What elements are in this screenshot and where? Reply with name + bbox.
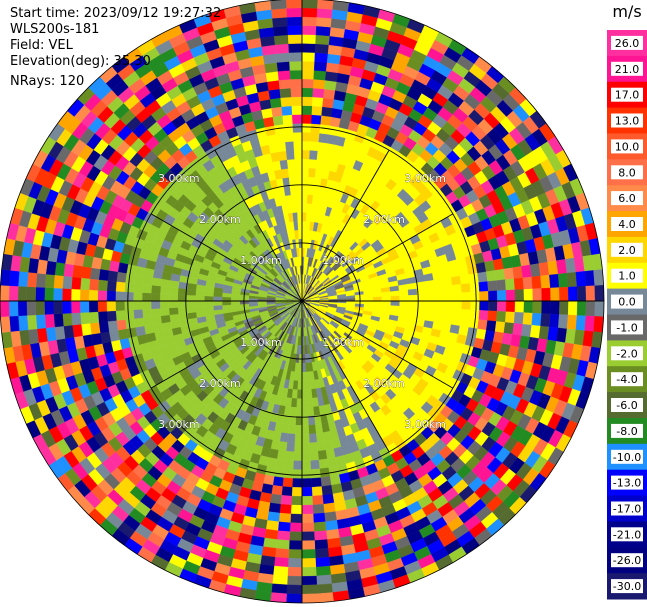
colorbar-tick-label: 13.0 [615, 115, 640, 128]
colorbar-tick-label: -1.0 [616, 321, 637, 334]
colorbar-tick-label: 0.0 [618, 296, 636, 309]
colorbar-tick-label: -10.0 [613, 451, 641, 464]
colorbar-tick-label: -8.0 [616, 425, 637, 438]
colorbar-tick-label: 21.0 [615, 63, 640, 76]
colorbar-tick-label: -13.0 [613, 477, 641, 490]
field-label: Field: VEL [10, 38, 73, 53]
colorbar-tick-label: 1.0 [618, 270, 636, 283]
colorbar-tick-label: -21.0 [613, 528, 641, 541]
colorbar-tick-label: 4.0 [618, 218, 636, 231]
nrays-label: NRays: 120 [10, 74, 85, 89]
colorbar-tick-label: -17.0 [613, 503, 641, 516]
colorbar-tick-label: -2.0 [616, 347, 637, 360]
colorbar-tick-label: 10.0 [615, 140, 640, 153]
colorbar-tick-label: -26.0 [613, 554, 641, 567]
colorbar-tick-label: -30.0 [613, 580, 641, 593]
colorbar-tick-label: 6.0 [618, 192, 636, 205]
colorbar-tick-label: 8.0 [618, 166, 636, 179]
colorbar-tick-label: 26.0 [615, 37, 640, 50]
radar-name-label: WLS200s-181 [10, 22, 100, 37]
colorbar-tick-label: 17.0 [615, 89, 640, 102]
velocity-cells [0, 0, 605, 604]
colorbar-tick-label: 2.0 [618, 244, 636, 257]
colorbar-tick-label: -4.0 [616, 373, 637, 386]
colorbar-tick-label: -6.0 [616, 399, 637, 412]
elevation-label: Elevation(deg): 35.30 [10, 54, 151, 69]
colorbar-title: m/s [612, 2, 641, 21]
info-panel: Start time: 2023/09/12 19:27:32 WLS200s-… [10, 6, 221, 90]
start-time-label: Start time: 2023/09/12 19:27:32 [10, 6, 222, 21]
